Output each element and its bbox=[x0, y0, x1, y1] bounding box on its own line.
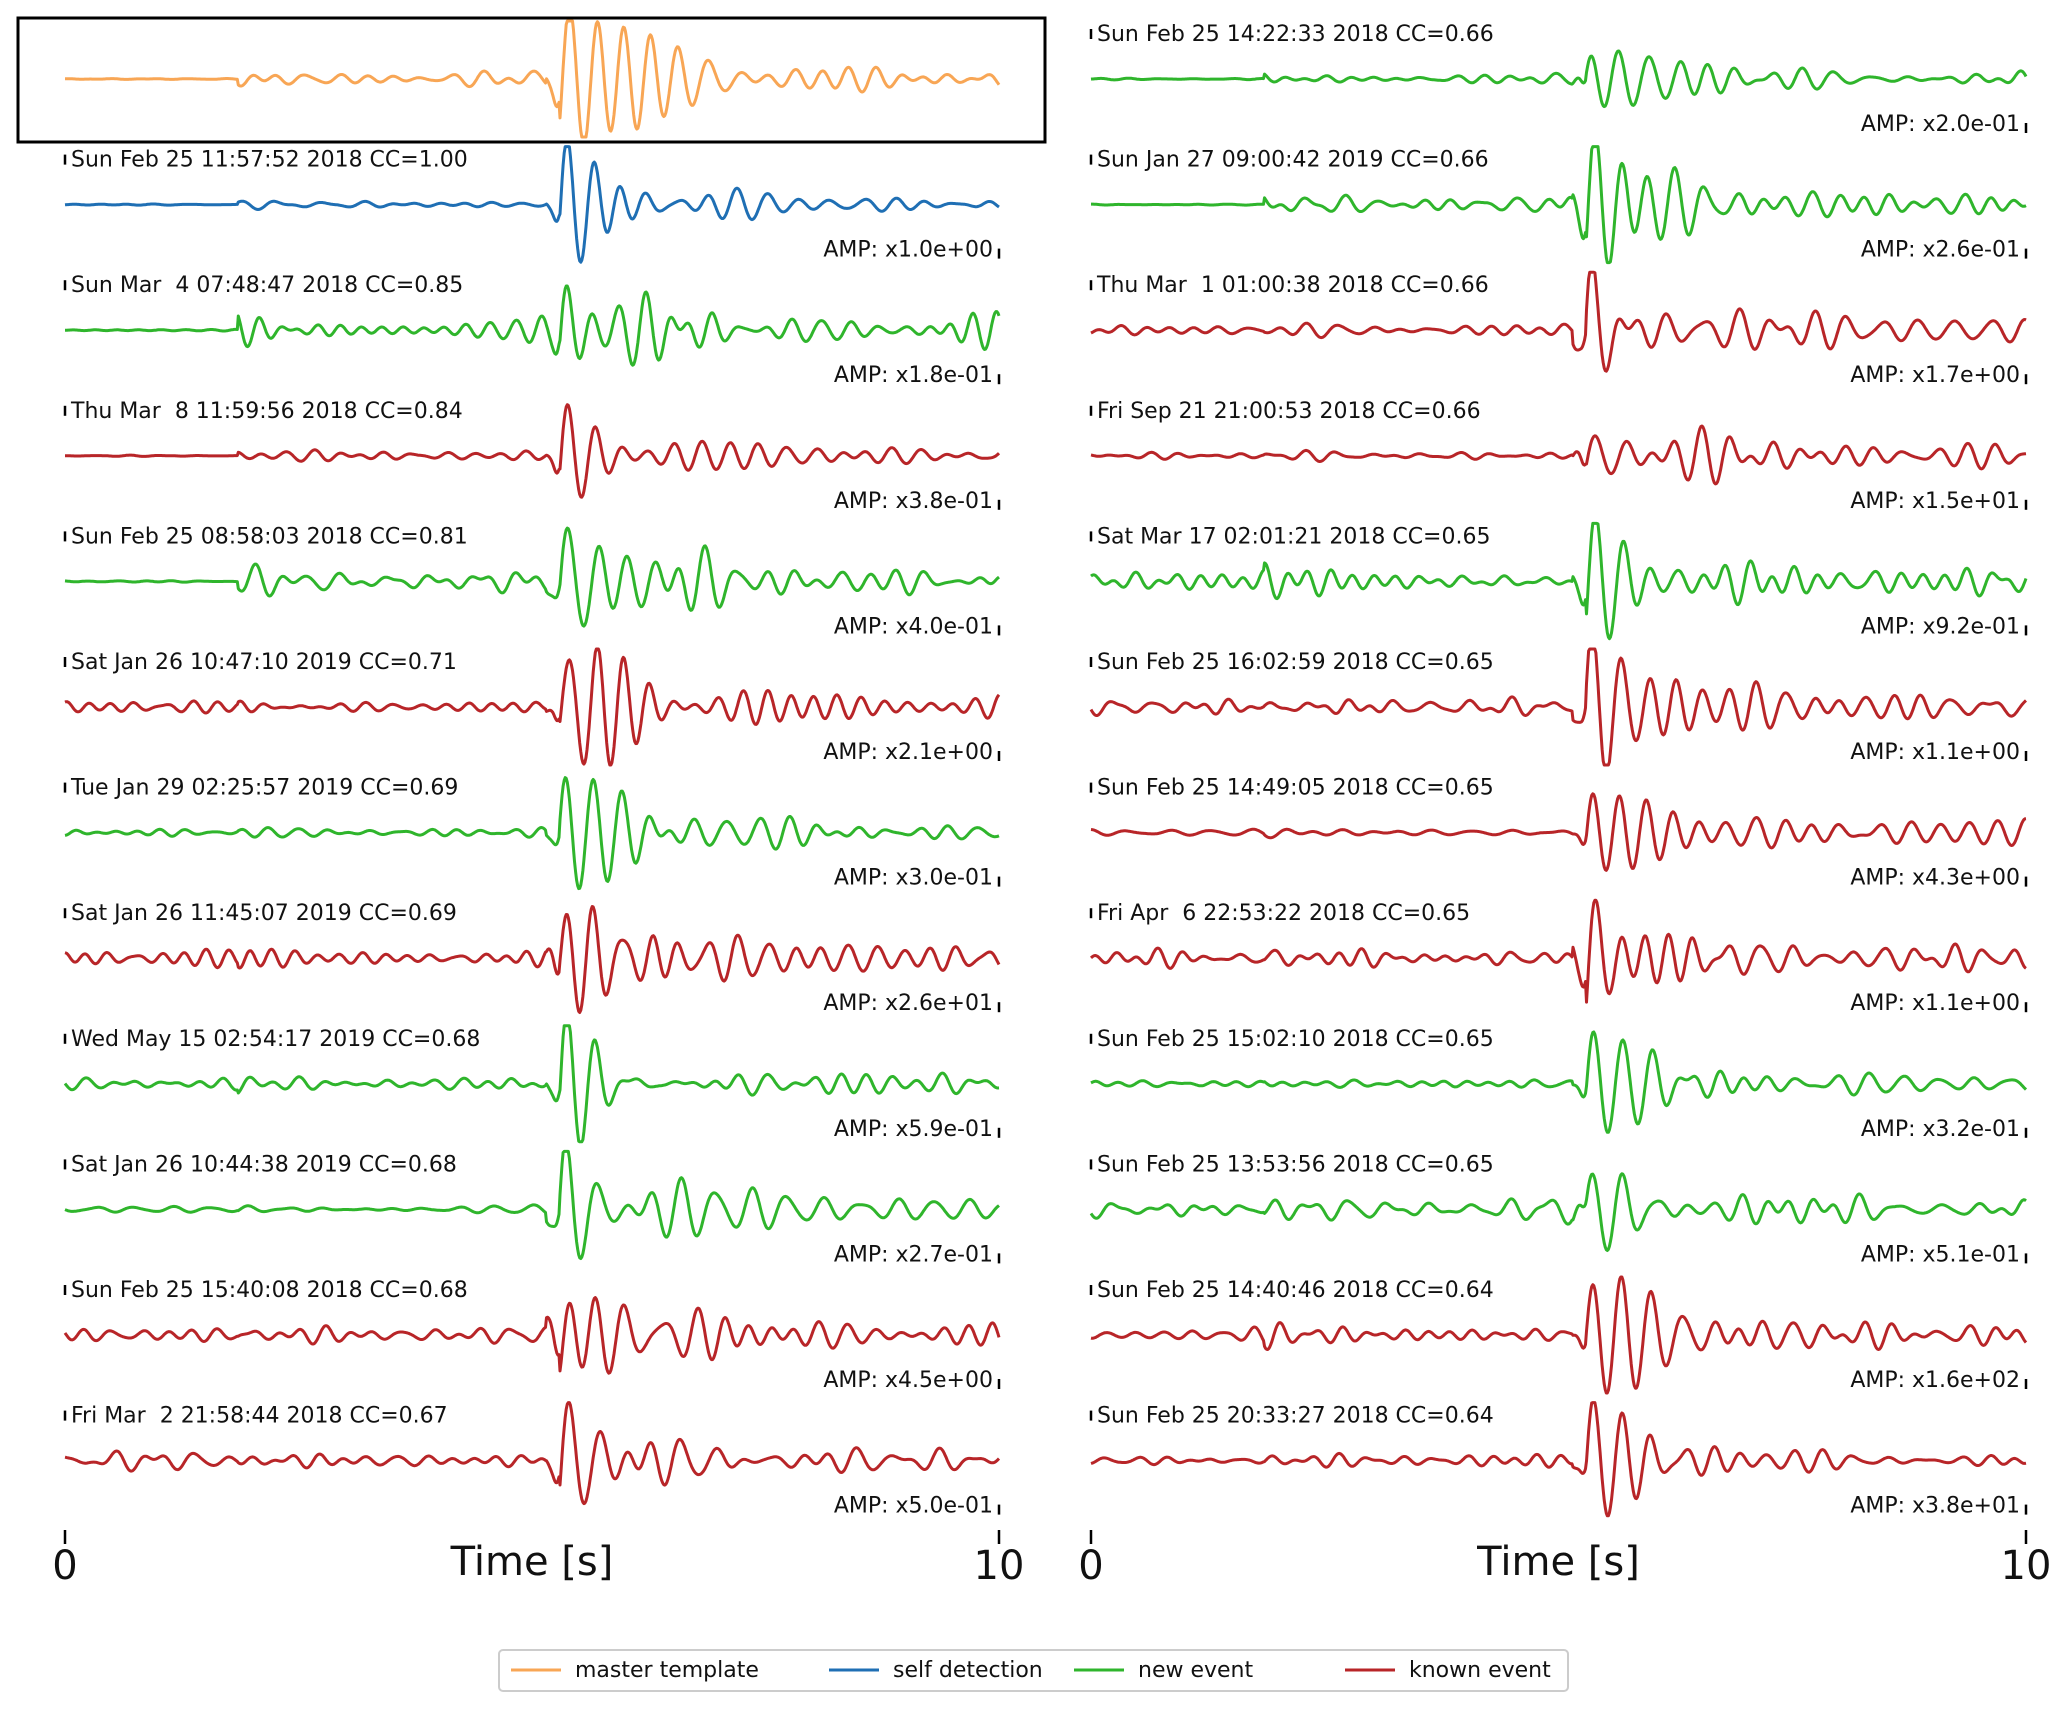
waveform bbox=[1090, 521, 2028, 641]
amp-label: AMP: x1.5e+01 bbox=[1850, 489, 2020, 514]
amp-label: AMP: x4.0e-01 bbox=[834, 614, 993, 639]
waveform bbox=[1090, 49, 2028, 109]
x-axis-label: Time [s] bbox=[450, 1539, 614, 1585]
waveform bbox=[64, 1149, 1000, 1260]
waveform bbox=[1090, 792, 2027, 872]
legend-label: master template bbox=[575, 1658, 759, 1683]
x-tick-label: 0 bbox=[1078, 1543, 1103, 1589]
waveform bbox=[64, 19, 1001, 139]
waveform bbox=[1090, 424, 2027, 486]
trace-label: Sat Mar 17 02:01:21 2018 CC=0.65 bbox=[1097, 524, 1490, 549]
x-tick-label: 10 bbox=[2001, 1543, 2052, 1589]
amp-label: AMP: x4.3e+00 bbox=[1850, 866, 2020, 891]
waveform bbox=[64, 1401, 1001, 1506]
amp-label: AMP: x2.1e+00 bbox=[823, 740, 993, 765]
trace-label: Sat Jan 26 10:44:38 2019 CC=0.68 bbox=[71, 1152, 457, 1177]
trace-label: Sat Jan 26 10:47:10 2019 CC=0.71 bbox=[71, 650, 457, 675]
trace-label: Sun Feb 25 08:58:03 2018 CC=0.81 bbox=[71, 524, 468, 549]
trace-label: Tue Jan 29 02:25:57 2019 CC=0.69 bbox=[70, 776, 458, 801]
waveform bbox=[64, 526, 1000, 628]
waveform bbox=[64, 647, 1001, 767]
x-tick-label: 0 bbox=[52, 1543, 77, 1589]
amp-label: AMP: x1.1e+00 bbox=[1850, 740, 2020, 765]
trace-label: Sun Mar 4 07:48:47 2018 CC=0.85 bbox=[71, 273, 463, 298]
trace-label: Wed May 15 02:54:17 2019 CC=0.68 bbox=[71, 1027, 480, 1052]
trace-label: Fri Mar 2 21:58:44 2018 CC=0.67 bbox=[71, 1404, 448, 1429]
amp-label: AMP: x3.8e-01 bbox=[834, 489, 993, 514]
amp-label: AMP: x2.6e-01 bbox=[1861, 238, 2020, 263]
trace-label: Sun Feb 25 16:02:59 2018 CC=0.65 bbox=[1097, 650, 1494, 675]
legend-label: self detection bbox=[893, 1658, 1043, 1683]
trace-label: Sun Feb 25 20:33:27 2018 CC=0.64 bbox=[1097, 1404, 1494, 1429]
waveform bbox=[64, 905, 1001, 1014]
trace-label: Sun Jan 27 09:00:42 2019 CC=0.66 bbox=[1097, 148, 1489, 173]
trace-label: Sun Feb 25 14:49:05 2018 CC=0.65 bbox=[1097, 776, 1494, 801]
amp-label: AMP: x4.5e+00 bbox=[823, 1368, 993, 1393]
legend-label: known event bbox=[1409, 1658, 1551, 1683]
trace-label: Thu Mar 8 11:59:56 2018 CC=0.84 bbox=[70, 399, 463, 424]
waveform bbox=[1090, 1030, 2028, 1134]
amp-label: AMP: x9.2e-01 bbox=[1861, 614, 2020, 639]
waveform bbox=[64, 284, 1001, 367]
amp-label: AMP: x1.7e+00 bbox=[1850, 363, 2020, 388]
trace-label: Sun Feb 25 11:57:52 2018 CC=1.00 bbox=[71, 148, 468, 173]
waveform bbox=[1089, 647, 2028, 767]
waveform bbox=[64, 776, 1000, 891]
amp-label: AMP: x1.6e+02 bbox=[1850, 1368, 2020, 1393]
trace-label: Sun Feb 25 14:22:33 2018 CC=0.66 bbox=[1097, 22, 1494, 47]
trace-label: Sat Jan 26 11:45:07 2019 CC=0.69 bbox=[71, 901, 457, 926]
waveform bbox=[63, 1296, 1001, 1375]
template-box bbox=[16, 16, 1047, 144]
waveform bbox=[64, 403, 1001, 499]
trace-label: Sun Feb 25 14:40:46 2018 CC=0.64 bbox=[1097, 1278, 1494, 1303]
legend-label: new event bbox=[1138, 1658, 1253, 1683]
x-axis-label: Time [s] bbox=[1476, 1539, 1640, 1585]
waveform bbox=[1090, 1401, 2027, 1518]
amp-label: AMP: x2.6e+01 bbox=[823, 991, 993, 1016]
waveform bbox=[64, 145, 1000, 264]
waveform bbox=[1090, 145, 2027, 265]
trace-label: Sun Feb 25 15:40:08 2018 CC=0.68 bbox=[71, 1278, 468, 1303]
waveform bbox=[1089, 1172, 2027, 1252]
trace-label: Sun Feb 25 15:02:10 2018 CC=0.65 bbox=[1097, 1027, 1494, 1052]
amp-label: AMP: x3.8e+01 bbox=[1850, 1494, 2020, 1519]
waveform bbox=[1089, 898, 2027, 1004]
trace-label: Fri Sep 21 21:00:53 2018 CC=0.66 bbox=[1097, 399, 1481, 424]
waveform bbox=[1090, 270, 2027, 373]
amp-label: AMP: x3.0e-01 bbox=[834, 866, 993, 891]
amp-label: AMP: x1.1e+00 bbox=[1850, 991, 2020, 1016]
trace-label: Thu Mar 1 01:00:38 2018 CC=0.66 bbox=[1096, 273, 1489, 298]
amp-label: AMP: x5.9e-01 bbox=[834, 1117, 993, 1142]
amp-label: AMP: x2.7e-01 bbox=[834, 1242, 993, 1267]
amp-label: AMP: x2.0e-01 bbox=[1861, 112, 2020, 137]
waveform bbox=[63, 1024, 1000, 1144]
waveform bbox=[1090, 1275, 2028, 1395]
amp-label: AMP: x5.0e-01 bbox=[834, 1494, 993, 1519]
trace-label: Fri Apr 6 22:53:22 2018 CC=0.65 bbox=[1097, 901, 1470, 926]
amp-label: AMP: x1.0e+00 bbox=[823, 238, 993, 263]
amp-label: AMP: x5.1e-01 bbox=[1861, 1242, 2020, 1267]
amp-label: AMP: x3.2e-01 bbox=[1861, 1117, 2020, 1142]
legend-box bbox=[498, 1649, 1569, 1692]
trace-label: Sun Feb 25 13:53:56 2018 CC=0.65 bbox=[1097, 1152, 1494, 1177]
amp-label: AMP: x1.8e-01 bbox=[834, 363, 993, 388]
x-tick-label: 10 bbox=[974, 1543, 1025, 1589]
